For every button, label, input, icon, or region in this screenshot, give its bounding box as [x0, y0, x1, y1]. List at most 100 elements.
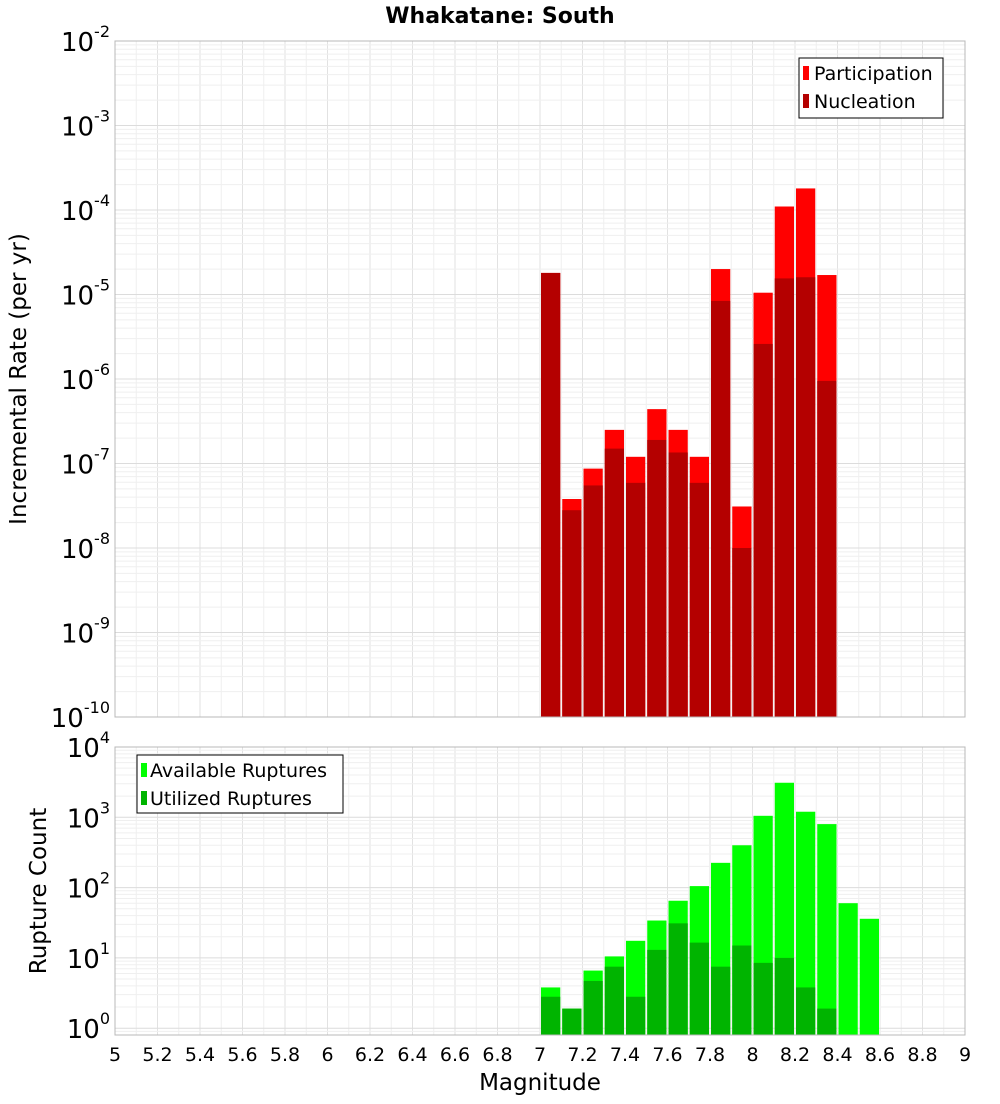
bottom-bar-utilized-ruptures	[711, 966, 731, 1035]
x-tick-label: 5.6	[227, 1044, 257, 1066]
legend-label-utilized-ruptures: Utilized Ruptures	[150, 788, 312, 810]
y-tick-label: 101	[67, 939, 110, 975]
y-tick-label: 10-7	[61, 445, 110, 481]
bottom-bar-available-ruptures	[838, 903, 858, 1035]
legend-label-available-ruptures: Available Ruptures	[150, 760, 327, 782]
y-tick-base: 10	[67, 945, 100, 975]
y-tick-base: 10	[61, 197, 94, 227]
y-tick-base: 10	[61, 366, 94, 396]
x-tick-label: 8.4	[822, 1044, 852, 1066]
y-tick-base: 10	[67, 804, 100, 834]
top-bar-nucleation	[732, 548, 752, 717]
y-tick-exponent: 1	[100, 939, 110, 958]
x-tick-label: 5.2	[142, 1044, 172, 1066]
y-tick-base: 10	[61, 113, 94, 143]
bottom-bar-utilized-ruptures	[753, 962, 773, 1035]
top-bar-nucleation	[689, 482, 709, 717]
y-tick-exponent: -10	[84, 698, 110, 717]
bottom-bars	[541, 782, 879, 1035]
y-tick-label: 10-6	[61, 360, 110, 396]
legend-swatch-nucleation	[803, 94, 809, 108]
y-tick-label: 10-9	[61, 614, 110, 650]
x-tick-label: 7.2	[567, 1044, 597, 1066]
bottom-bar-utilized-ruptures	[732, 945, 752, 1035]
bottom-bar-utilized-ruptures	[626, 996, 646, 1035]
bottom-bar-utilized-ruptures	[689, 942, 709, 1035]
x-tick-label: 6.8	[482, 1044, 512, 1066]
x-tick-label: 8.2	[780, 1044, 810, 1066]
bottom-bar-available-ruptures	[796, 811, 816, 1035]
y-tick-label: 104	[67, 728, 110, 764]
y-tick-exponent: 2	[100, 869, 110, 888]
y-tick-exponent: -9	[94, 614, 110, 633]
bottom-bar-utilized-ruptures	[668, 923, 688, 1035]
y-tick-label: 10-10	[51, 698, 110, 734]
y-tick-label: 103	[67, 798, 110, 834]
y-tick-label: 102	[67, 869, 110, 905]
x-tick-label: 8.8	[907, 1044, 937, 1066]
bottom-bar-utilized-ruptures	[817, 1008, 837, 1035]
bottom-y-axis-label: Rupture Count	[26, 808, 52, 974]
y-tick-base: 10	[67, 734, 100, 764]
y-tick-base: 10	[61, 28, 94, 58]
bottom-bar-utilized-ruptures	[541, 996, 561, 1035]
y-tick-base: 10	[61, 282, 94, 312]
y-tick-exponent: -5	[94, 276, 110, 295]
y-tick-base: 10	[67, 875, 100, 905]
y-tick-label: 10-8	[61, 529, 110, 565]
x-tick-label: 8	[746, 1044, 758, 1066]
bottom-x-ticks: 5 5.2 5.4 5.6 5.8 6 6.2 6.4 6.6 6.8 7 7.2 7.4 7.6 7.8 8…	[109, 1044, 971, 1066]
y-tick-label: 10-3	[61, 107, 110, 143]
bottom-bar-utilized-ruptures	[774, 957, 794, 1035]
x-tick-label: 5.4	[185, 1044, 215, 1066]
y-tick-label: 100	[67, 1009, 110, 1045]
y-tick-base: 10	[51, 704, 84, 734]
bottom-plot-frame	[114, 746, 966, 1036]
top-y-axis-label: Incremental Rate (per yr)	[6, 233, 32, 525]
x-tick-label: 6	[321, 1044, 333, 1066]
top-plot-frame	[114, 40, 966, 718]
top-bar-nucleation	[562, 510, 582, 717]
y-tick-exponent: 0	[100, 1009, 110, 1028]
x-tick-label: 7.6	[652, 1044, 682, 1066]
top-bar-nucleation	[647, 439, 667, 717]
y-tick-exponent: 3	[100, 798, 110, 817]
top-bar-nucleation	[753, 343, 773, 717]
top-bar-nucleation	[796, 277, 816, 717]
legend-label-nucleation: Nucleation	[814, 91, 916, 113]
top-bar-nucleation	[668, 452, 688, 717]
top-bars	[541, 188, 837, 718]
x-tick-label: 7.4	[610, 1044, 640, 1066]
y-tick-label: 10-4	[61, 191, 110, 227]
top-bar-nucleation	[541, 272, 561, 717]
y-tick-base: 10	[67, 1015, 100, 1045]
legend-swatch-available-ruptures	[141, 763, 147, 777]
x-axis-label: Magnitude	[479, 1070, 601, 1096]
y-tick-base: 10	[61, 451, 94, 481]
y-tick-exponent: -7	[94, 445, 110, 464]
top-bar-nucleation	[626, 482, 646, 717]
top-legend: Participation Nucleation	[798, 57, 944, 119]
y-tick-exponent: -2	[94, 22, 110, 41]
top-bar-nucleation	[711, 300, 731, 717]
y-tick-label: 10-5	[61, 276, 110, 312]
bottom-bar-utilized-ruptures	[562, 1008, 582, 1035]
y-tick-exponent: -4	[94, 191, 110, 210]
bottom-bar-utilized-ruptures	[647, 949, 667, 1035]
bottom-legend-box	[136, 754, 344, 814]
y-tick-exponent: -3	[94, 107, 110, 126]
x-tick-label: 6.4	[397, 1044, 427, 1066]
legend-label-participation: Participation	[814, 63, 933, 85]
bottom-bar-available-ruptures	[817, 824, 837, 1035]
x-tick-label: 5	[109, 1044, 121, 1066]
top-bar-nucleation	[583, 485, 603, 717]
top-gridlines	[114, 40, 966, 718]
bottom-bar-available-ruptures	[859, 918, 879, 1035]
x-tick-label: 6.6	[440, 1044, 470, 1066]
